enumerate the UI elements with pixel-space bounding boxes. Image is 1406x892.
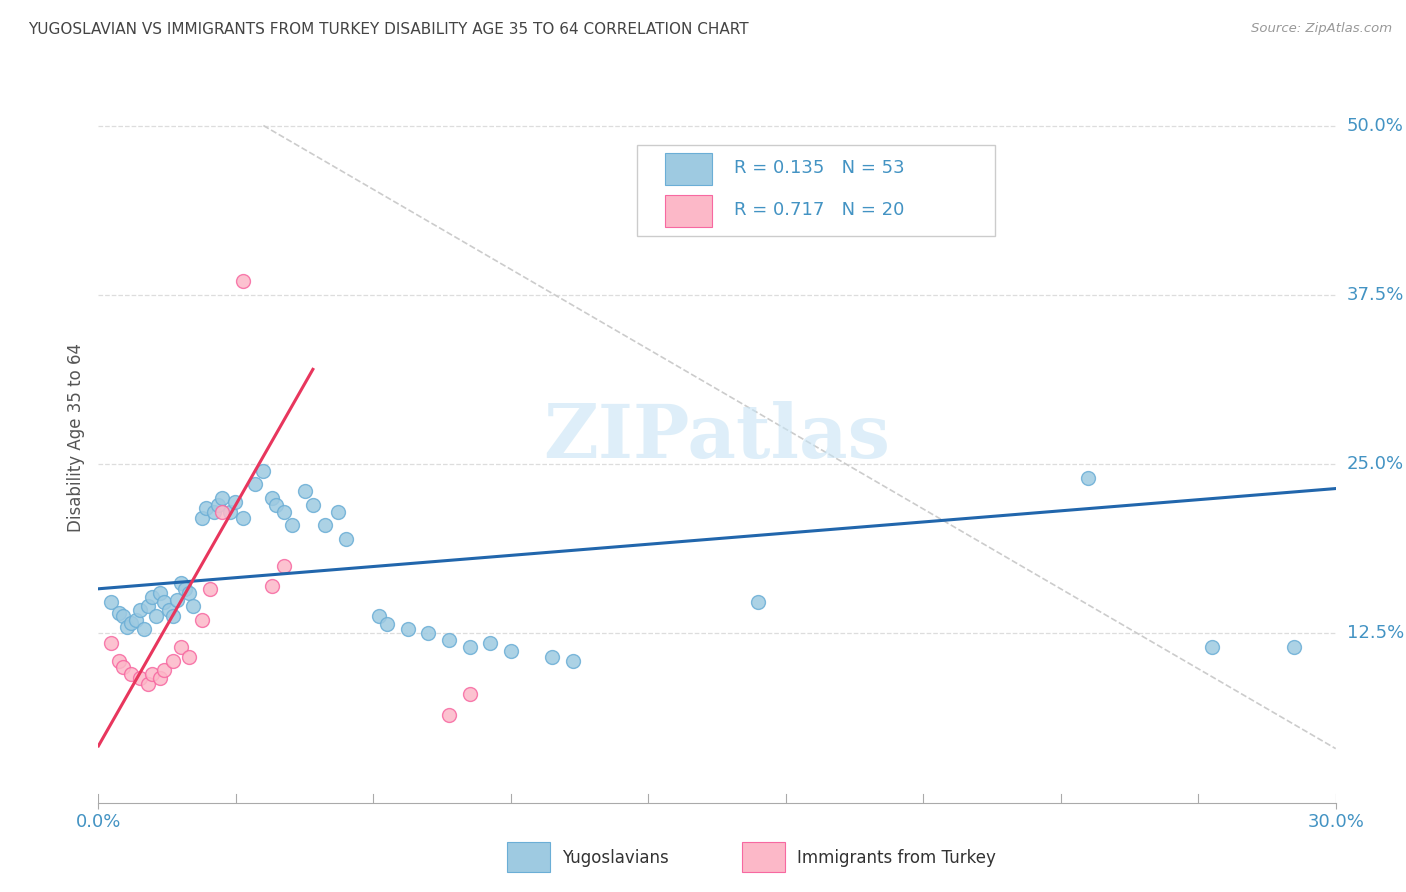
Point [190,511,212,525]
Text: Source: ZipAtlas.com: Source: ZipAtlas.com [1251,22,1392,36]
Text: R = 0.717   N = 20: R = 0.717 N = 20 [734,201,904,219]
Point [281,518,304,533]
Point [194,500,217,515]
Point [1201,640,1223,654]
FancyBboxPatch shape [506,841,550,872]
Point [243,477,266,491]
Point [202,505,225,519]
Point [141,667,163,681]
Point [561,654,583,668]
Point [458,688,481,702]
Point [458,640,481,654]
Point [264,498,287,512]
Point [273,558,295,573]
Point [326,505,349,519]
Point [232,511,254,525]
FancyBboxPatch shape [665,153,711,185]
Point [153,663,176,677]
FancyBboxPatch shape [665,194,711,227]
Point [396,623,419,637]
Point [1077,471,1099,485]
Point [128,671,150,685]
Point [174,582,197,596]
Text: 12.5%: 12.5% [1347,624,1405,642]
Point [224,495,246,509]
Point [141,590,163,604]
Point [219,505,242,519]
Point [112,660,135,674]
Point [190,613,212,627]
FancyBboxPatch shape [637,145,995,235]
Point [260,579,283,593]
Point [100,636,122,650]
Point [120,615,142,630]
Text: YUGOSLAVIAN VS IMMIGRANTS FROM TURKEY DISABILITY AGE 35 TO 64 CORRELATION CHART: YUGOSLAVIAN VS IMMIGRANTS FROM TURKEY DI… [28,22,749,37]
Point [170,640,193,654]
Point [136,599,159,614]
Point [136,676,159,690]
FancyBboxPatch shape [742,841,785,872]
Text: ZIPatlas: ZIPatlas [544,401,890,474]
Text: Yugoslavians: Yugoslavians [562,848,669,867]
Point [120,667,142,681]
Point [747,595,769,609]
Point [198,582,221,596]
Text: 37.5%: 37.5% [1347,285,1405,304]
Point [162,654,184,668]
Point [252,464,274,478]
Point [294,484,316,499]
Point [128,603,150,617]
Point [260,491,283,505]
Text: R = 0.135   N = 53: R = 0.135 N = 53 [734,159,905,177]
Point [100,595,122,609]
Y-axis label: Disability Age 35 to 64: Disability Age 35 to 64 [66,343,84,532]
Text: 50.0%: 50.0% [1347,117,1403,135]
Point [181,599,204,614]
Point [211,505,233,519]
Point [179,649,201,664]
Point [335,532,357,546]
Point [314,518,336,533]
Point [162,608,184,623]
Point [145,608,167,623]
Point [108,606,131,620]
Text: 25.0%: 25.0% [1347,455,1405,473]
Point [437,707,460,722]
Point [149,671,172,685]
Point [302,498,325,512]
Point [437,633,460,648]
Point [232,274,254,288]
Point [117,620,139,634]
Point [1284,640,1306,654]
Point [166,592,188,607]
Point [153,595,176,609]
Point [499,644,522,658]
Point [112,608,135,623]
Point [132,623,155,637]
Point [108,654,131,668]
Point [179,586,201,600]
Point [124,613,146,627]
Point [418,626,440,640]
Point [207,498,229,512]
Point [273,505,295,519]
Text: Immigrants from Turkey: Immigrants from Turkey [797,848,997,867]
Point [375,617,398,632]
Point [170,576,193,591]
Point [157,603,180,617]
Point [541,649,564,664]
Point [479,636,502,650]
Point [367,608,389,623]
Point [211,491,233,505]
Point [149,586,172,600]
